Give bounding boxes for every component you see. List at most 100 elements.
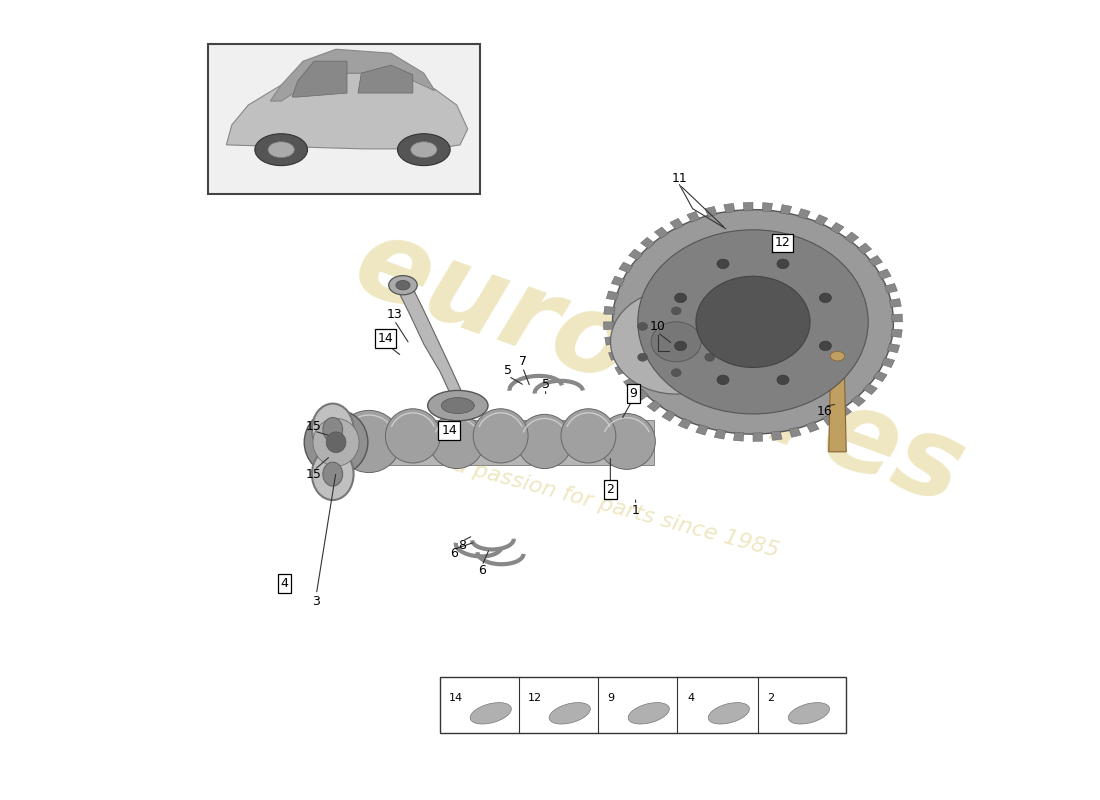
Text: 9: 9	[607, 694, 614, 703]
Ellipse shape	[268, 142, 295, 158]
Polygon shape	[640, 238, 654, 249]
Ellipse shape	[674, 293, 686, 302]
Ellipse shape	[696, 276, 810, 367]
Text: 4: 4	[688, 694, 694, 703]
Polygon shape	[798, 209, 811, 219]
Ellipse shape	[428, 390, 488, 421]
Ellipse shape	[388, 276, 417, 294]
Polygon shape	[724, 203, 735, 213]
Polygon shape	[293, 61, 346, 97]
Ellipse shape	[312, 448, 353, 500]
Polygon shape	[878, 269, 891, 279]
Text: 15: 15	[306, 420, 322, 433]
Polygon shape	[830, 222, 844, 234]
Ellipse shape	[429, 414, 484, 469]
Polygon shape	[654, 227, 669, 238]
Ellipse shape	[327, 432, 345, 453]
Text: 2: 2	[767, 694, 774, 703]
Ellipse shape	[397, 134, 450, 166]
Polygon shape	[619, 262, 632, 273]
Text: 3: 3	[312, 595, 320, 608]
Ellipse shape	[549, 702, 591, 724]
Polygon shape	[612, 276, 625, 286]
Ellipse shape	[312, 403, 353, 455]
Text: 12: 12	[774, 237, 791, 250]
Polygon shape	[606, 291, 618, 300]
Polygon shape	[744, 202, 754, 211]
Bar	[440, 678, 846, 734]
Polygon shape	[762, 202, 772, 212]
Ellipse shape	[717, 259, 729, 269]
Ellipse shape	[628, 702, 669, 724]
Ellipse shape	[385, 409, 440, 463]
Ellipse shape	[708, 702, 749, 724]
Text: 5: 5	[541, 378, 550, 390]
Ellipse shape	[470, 702, 512, 724]
Polygon shape	[823, 414, 836, 426]
Polygon shape	[789, 427, 801, 438]
Ellipse shape	[705, 354, 715, 362]
Polygon shape	[771, 431, 782, 440]
Text: a passion for parts since 1985: a passion for parts since 1985	[451, 454, 781, 561]
Polygon shape	[615, 364, 628, 374]
Ellipse shape	[638, 322, 648, 330]
Polygon shape	[892, 314, 903, 322]
Polygon shape	[358, 65, 412, 93]
Polygon shape	[714, 430, 726, 439]
Polygon shape	[624, 378, 637, 388]
Ellipse shape	[671, 369, 681, 377]
Text: euroCores: euroCores	[341, 209, 979, 528]
Polygon shape	[628, 249, 642, 260]
Text: 14: 14	[377, 332, 394, 345]
Polygon shape	[635, 390, 649, 401]
Text: 1: 1	[631, 503, 639, 517]
Ellipse shape	[717, 375, 729, 385]
Ellipse shape	[314, 418, 359, 466]
Ellipse shape	[820, 341, 832, 350]
Bar	[336, 420, 654, 465]
Ellipse shape	[323, 462, 342, 486]
Ellipse shape	[561, 409, 616, 463]
Ellipse shape	[517, 414, 572, 469]
Ellipse shape	[674, 341, 686, 350]
Polygon shape	[608, 350, 622, 360]
Ellipse shape	[610, 290, 741, 394]
Ellipse shape	[638, 230, 868, 414]
Ellipse shape	[820, 293, 832, 302]
Polygon shape	[869, 255, 882, 266]
Polygon shape	[754, 433, 762, 442]
Ellipse shape	[410, 142, 437, 158]
Text: 5: 5	[504, 364, 513, 377]
Ellipse shape	[305, 410, 367, 475]
Polygon shape	[705, 206, 717, 217]
Text: 2: 2	[606, 482, 614, 496]
Polygon shape	[662, 410, 675, 422]
Text: 7: 7	[518, 355, 527, 368]
Ellipse shape	[705, 322, 715, 330]
Polygon shape	[814, 214, 828, 226]
Polygon shape	[679, 418, 692, 429]
Bar	[208, 45, 480, 194]
Text: 14: 14	[449, 694, 463, 703]
Ellipse shape	[255, 134, 308, 166]
Polygon shape	[851, 395, 866, 406]
Polygon shape	[670, 218, 683, 230]
Polygon shape	[605, 336, 617, 345]
Polygon shape	[271, 50, 435, 101]
Polygon shape	[890, 298, 901, 307]
Text: 12: 12	[528, 694, 542, 703]
Polygon shape	[734, 432, 744, 441]
Ellipse shape	[830, 351, 845, 361]
Polygon shape	[686, 211, 700, 222]
Text: 8: 8	[459, 539, 466, 552]
Polygon shape	[227, 73, 468, 149]
Text: 4: 4	[280, 577, 288, 590]
Ellipse shape	[598, 414, 656, 470]
Polygon shape	[806, 422, 820, 432]
Ellipse shape	[441, 398, 474, 414]
Polygon shape	[884, 283, 898, 293]
Polygon shape	[891, 329, 902, 338]
Polygon shape	[604, 322, 614, 330]
Ellipse shape	[651, 322, 701, 362]
Polygon shape	[394, 282, 464, 404]
